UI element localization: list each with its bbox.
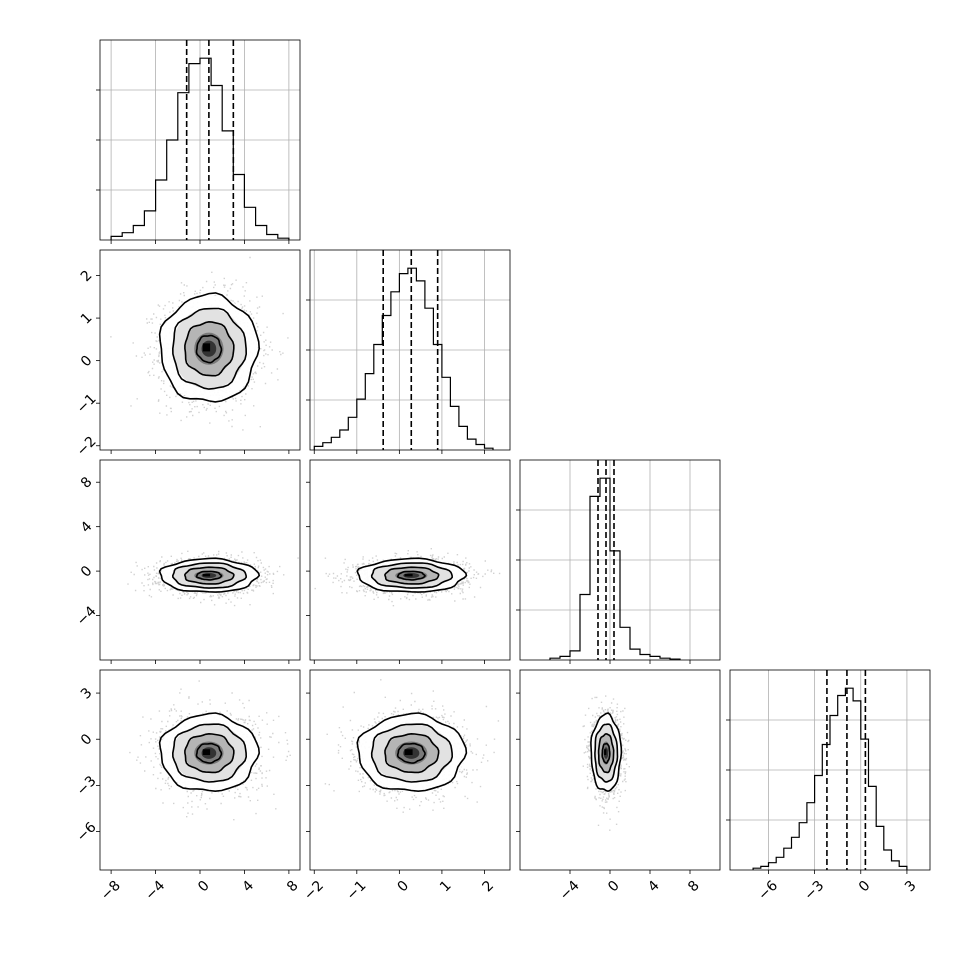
contour-0 <box>601 742 611 764</box>
x-tick-label: −4 <box>142 878 168 904</box>
x-tick-label: 2 <box>480 878 498 896</box>
contour-0 <box>195 570 223 581</box>
hist-frame-1 <box>309 249 511 451</box>
y-tick-label: 4 <box>78 519 96 537</box>
y-tick-label: 0 <box>78 353 96 371</box>
histogram-panel-0 <box>96 39 301 244</box>
y-tick-label: 0 <box>78 731 96 749</box>
contour-1 <box>384 566 440 585</box>
scatter-frame <box>309 459 511 661</box>
x-tick-label: −8 <box>98 878 124 904</box>
density-peak <box>404 749 413 755</box>
density-peak <box>202 343 211 352</box>
histogram-steps-3 <box>752 687 908 870</box>
scatter-panel-3-2 <box>516 669 721 874</box>
hist-frame-3 <box>729 669 931 871</box>
contour-3 <box>356 557 468 593</box>
scatter-points <box>110 256 289 431</box>
contour-3 <box>356 712 468 793</box>
x-tick-label: 8 <box>685 878 703 896</box>
hist-frame-2 <box>519 459 721 661</box>
scatter-frame <box>519 669 721 871</box>
density-peak <box>404 573 413 577</box>
contour-1 <box>184 732 235 774</box>
contour-2 <box>171 723 248 783</box>
contour-0 <box>396 570 426 581</box>
scatter-panel-3-0 <box>96 669 301 874</box>
contour-3 <box>158 557 261 593</box>
y-tick-label: 1 <box>78 310 96 328</box>
histogram-panel-1 <box>306 249 511 454</box>
x-tick-label: 0 <box>195 878 213 896</box>
contour-3 <box>590 712 623 793</box>
scatter-panel-3-1 <box>306 669 511 874</box>
scatter-panel-2-0 <box>96 459 301 664</box>
x-tick-label: −3 <box>801 878 827 904</box>
x-tick-label: −1 <box>344 878 370 904</box>
x-tick-label: 0 <box>605 878 623 896</box>
histogram-panel-3 <box>726 669 931 874</box>
x-tick-label: 8 <box>284 878 302 896</box>
y-tick-label: 0 <box>78 563 96 581</box>
density-peak <box>202 573 211 577</box>
contour-2 <box>370 723 454 783</box>
y-tick-label: −6 <box>74 819 100 845</box>
contour-2 <box>370 562 454 589</box>
x-tick-label: 4 <box>645 878 663 896</box>
contour-2 <box>171 562 248 589</box>
contour-2 <box>171 307 248 390</box>
contour-2 <box>594 723 619 783</box>
scatter-panel-1-0 <box>96 249 301 454</box>
contour-1 <box>597 732 615 774</box>
density-peak <box>604 749 607 755</box>
x-tick-label: 0 <box>856 878 874 896</box>
contour-1 <box>184 320 235 377</box>
x-tick-label: 0 <box>394 878 412 896</box>
x-tick-label: −6 <box>755 878 781 904</box>
contour-1 <box>184 566 235 585</box>
histogram-panel-2 <box>516 459 721 664</box>
y-tick-label: −3 <box>74 773 100 799</box>
contour-1 <box>384 732 440 774</box>
x-tick-label: 1 <box>437 878 455 896</box>
histogram-steps-0 <box>110 57 290 240</box>
x-tick-label: −2 <box>301 878 327 904</box>
y-tick-label: 3 <box>78 685 96 703</box>
y-tick-label: −2 <box>74 433 100 459</box>
x-tick-label: −4 <box>557 878 583 904</box>
contour-0 <box>195 742 223 764</box>
density-peak <box>202 749 211 755</box>
y-tick-label: 2 <box>78 267 96 285</box>
histogram-steps-2 <box>549 477 681 660</box>
y-tick-label: −4 <box>74 603 100 629</box>
contour-0 <box>396 742 426 764</box>
histogram-steps-1 <box>313 267 494 450</box>
x-tick-label: 4 <box>240 878 258 896</box>
contour-3 <box>158 292 261 403</box>
y-tick-label: 8 <box>78 474 96 492</box>
scatter-frame <box>309 669 511 871</box>
scatter-panel-2-1 <box>306 459 511 664</box>
contour-0 <box>195 334 223 364</box>
y-tick-label: −1 <box>74 391 100 417</box>
x-tick-label: 3 <box>902 878 920 896</box>
contour-3 <box>158 712 261 793</box>
